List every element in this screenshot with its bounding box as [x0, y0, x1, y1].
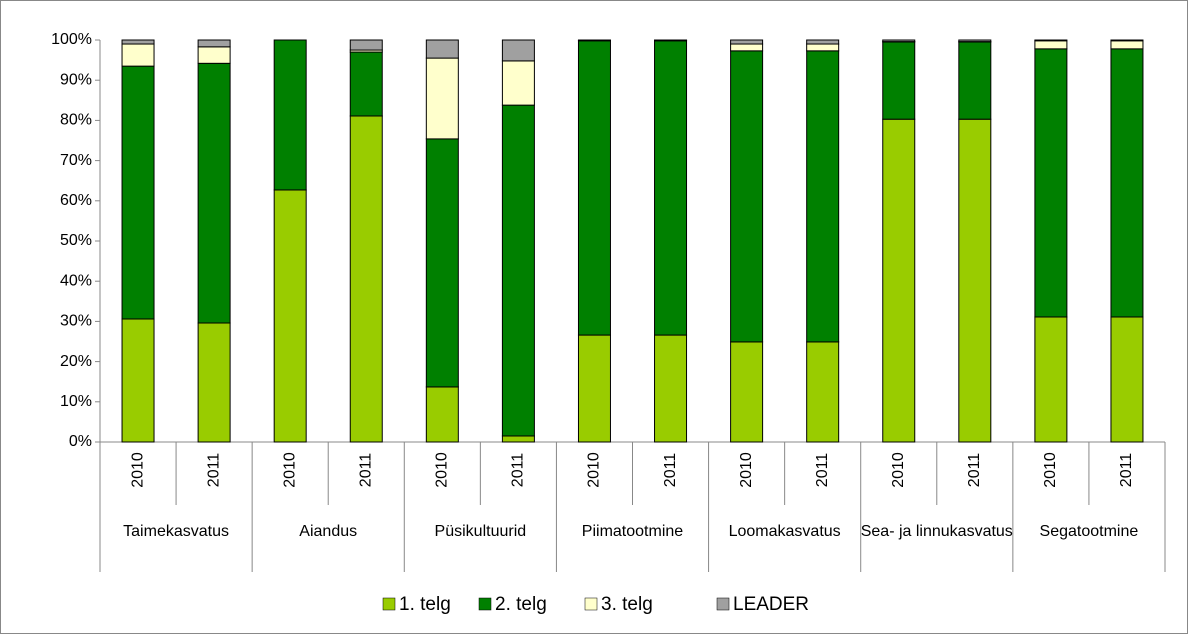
bar-segment — [1034, 316, 1068, 443]
bar-segment — [958, 118, 992, 443]
bar-segment — [501, 39, 535, 62]
x-tick-label: 2010 — [434, 452, 451, 488]
bar-segment — [197, 39, 231, 48]
bar-segment — [1110, 316, 1144, 443]
x-tick-label: 2011 — [662, 453, 679, 488]
bar-segment — [197, 322, 231, 443]
y-tick-label: 20% — [60, 353, 92, 370]
legend-label: 3. telg — [601, 594, 653, 615]
group-label: Taimekasvatus — [123, 523, 229, 540]
bar-segment — [501, 435, 535, 443]
x-tick-label: 2011 — [966, 453, 983, 488]
bar-segment — [654, 334, 688, 443]
bar-segment — [349, 115, 383, 443]
bar-segment — [1110, 48, 1144, 318]
bar-segment — [806, 43, 840, 52]
bar-segment — [121, 43, 155, 67]
y-tick-label: 60% — [60, 192, 92, 209]
bar-segment — [806, 50, 840, 343]
bar-segment — [121, 318, 155, 443]
legend-swatch — [478, 597, 492, 611]
x-tick-label: 2011 — [357, 453, 374, 488]
group-label: Sea- ja linnukasvatus — [860, 523, 1013, 540]
bar-segment — [882, 39, 916, 43]
bar-segment — [1110, 39, 1144, 42]
bar-segment — [425, 386, 459, 443]
bar-segment — [273, 39, 307, 191]
group-label: Segatootmine — [1039, 523, 1139, 540]
bar-segment — [730, 43, 764, 52]
bar-segment — [882, 118, 916, 443]
x-tick-label: 2010 — [890, 452, 907, 488]
group-label: Loomakasvatus — [728, 523, 841, 540]
bar-segment — [273, 189, 307, 443]
y-tick-label: 90% — [60, 71, 92, 88]
y-tick-label: 80% — [60, 112, 92, 129]
y-tick-label: 0% — [69, 433, 92, 450]
x-tick-label: 2011 — [510, 453, 527, 488]
group-label: Püsikultuurid — [434, 523, 527, 540]
bar-segment — [425, 138, 459, 388]
y-tick-label: 30% — [60, 313, 92, 330]
y-tick-label: 10% — [60, 393, 92, 410]
bar-segment — [501, 60, 535, 106]
y-tick-label: 50% — [60, 232, 92, 249]
x-tick-label: 2010 — [129, 452, 146, 488]
bar-segment — [197, 46, 231, 64]
bar-segment — [806, 39, 840, 45]
legend-label: 1. telg — [399, 594, 451, 615]
x-tick-label: 2010 — [1042, 452, 1059, 488]
y-tick-label: 100% — [51, 31, 92, 48]
bar-segment — [349, 39, 383, 51]
bar-segment — [349, 51, 383, 117]
bar-segment — [121, 65, 155, 320]
bar-segment — [882, 41, 916, 120]
bar-segment — [806, 341, 840, 443]
bar-segment — [958, 41, 992, 120]
x-tick-label: 2010 — [738, 452, 755, 488]
x-tick-label: 2010 — [586, 452, 603, 488]
bar-segment — [121, 39, 155, 45]
bar-segment — [1034, 39, 1068, 42]
bar-segment — [425, 57, 459, 140]
x-tick-label: 2011 — [205, 453, 222, 488]
bar-segment — [1110, 40, 1144, 50]
group-label: Piimatootmine — [581, 523, 684, 540]
y-tick-label: 40% — [60, 272, 92, 289]
x-tick-label: 2011 — [1118, 453, 1135, 488]
bar-segment — [958, 39, 992, 43]
legend-label: LEADER — [733, 594, 809, 615]
bar-segment — [577, 334, 611, 443]
bar-segment — [730, 50, 764, 343]
legend-swatch — [382, 597, 396, 611]
legend-swatch — [584, 597, 598, 611]
bar-segment — [1034, 40, 1068, 50]
bar-segment — [730, 39, 764, 45]
bar-segment — [501, 104, 535, 437]
bar-segment — [654, 40, 688, 336]
x-tick-label: 2011 — [814, 453, 831, 488]
x-tick-label: 2010 — [281, 452, 298, 488]
y-tick-label: 70% — [60, 152, 92, 169]
bar-segment — [730, 341, 764, 443]
group-label: Aiandus — [299, 523, 358, 540]
bar-segment — [197, 62, 231, 324]
bar-segment — [425, 39, 459, 59]
bar-segment — [1034, 48, 1068, 318]
bar-segment — [577, 40, 611, 336]
legend-swatch — [716, 597, 730, 611]
legend-label: 2. telg — [495, 594, 547, 615]
